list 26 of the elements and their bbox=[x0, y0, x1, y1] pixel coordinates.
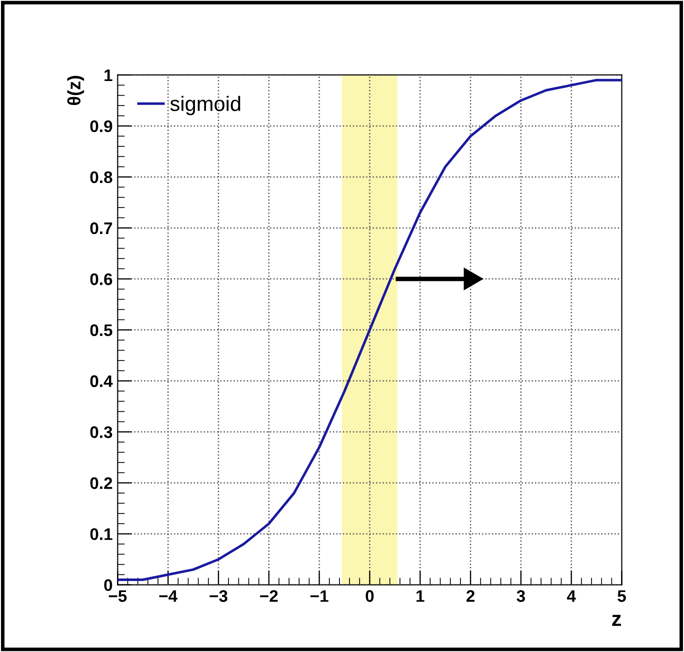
y-tick-label: 0.9 bbox=[90, 120, 112, 132]
y-tick-label: 0 bbox=[104, 579, 112, 592]
y-tick-label: 0.8 bbox=[90, 171, 112, 184]
x-axis-title: z bbox=[612, 614, 622, 626]
x-tick-label: 0 bbox=[366, 590, 374, 602]
y-tick-label: 0.7 bbox=[90, 222, 112, 234]
x-tick-label: −2 bbox=[260, 590, 278, 602]
y-tick-label: 0.4 bbox=[90, 375, 113, 388]
legend-label: sigmoid bbox=[170, 96, 240, 116]
y-tick-label: 0.6 bbox=[90, 273, 112, 286]
x-tick-label: 1 bbox=[416, 590, 424, 602]
x-tick-label: −4 bbox=[159, 590, 178, 602]
x-tick-label: 5 bbox=[618, 590, 626, 602]
line-series bbox=[118, 78, 622, 581]
x-tick-label: 3 bbox=[516, 590, 525, 602]
y-tick-label: 0.5 bbox=[90, 324, 112, 336]
y-tick-label: 0.1 bbox=[90, 528, 112, 540]
x-tick-label: 2 bbox=[466, 590, 474, 602]
x-tick-label: −1 bbox=[310, 590, 328, 602]
x-tick-label: 4 bbox=[566, 590, 576, 602]
y-tick-label: 0.3 bbox=[90, 426, 112, 438]
x-tick-label: −5 bbox=[108, 590, 127, 602]
y-tick-label: 1 bbox=[104, 70, 112, 82]
y-tick-label: 0.2 bbox=[90, 477, 112, 490]
y-axis-title: θ(z) bbox=[67, 76, 84, 105]
x-tick-label: −3 bbox=[210, 590, 228, 602]
